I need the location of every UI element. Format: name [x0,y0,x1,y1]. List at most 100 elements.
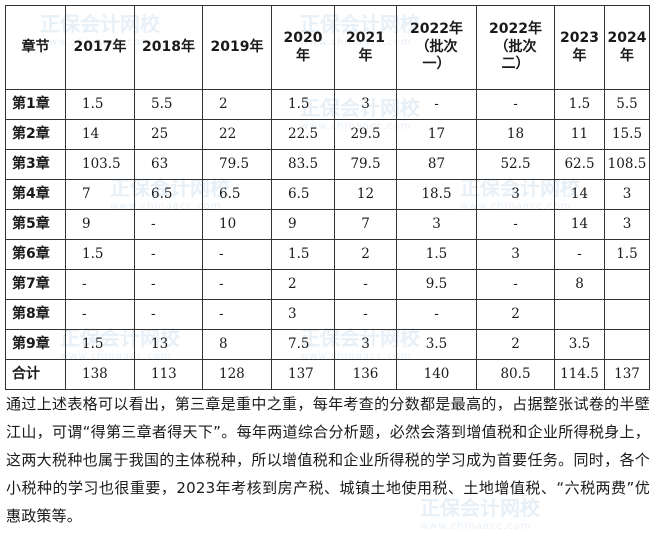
table-cell: 8 [554,269,605,300]
table-cell: - [134,209,203,240]
row-chapter-cell: 第1章 [5,89,66,120]
header-cell: 2017年 [65,5,135,90]
table-cell: 3 [396,209,477,240]
table-cell: 12 [334,179,397,210]
table-cell: 9.5 [396,269,477,300]
table-cell: 137 [604,359,650,390]
table-row: 第3章 103.5 63 79.5 83.5 79.5 87 52.5 62.5 108.5 [5,149,650,180]
table-row: 第7章 - - -2-9.5-8 [5,269,650,300]
table-cell: 3 [476,179,555,210]
table-cell: 10 [202,209,272,240]
row-chapter-cell: 第4章 [5,179,66,210]
table-cell [604,299,650,330]
table-cell: 14 [554,209,605,240]
row-chapter-cell: 第7章 [5,269,66,300]
header-row: 章节 2017年 2018年 2019年 2020 年 2021 年 2022年 （批次 一） 202… [5,5,650,90]
table-cell: 1.5 [65,329,135,360]
table-cell: 3 [334,89,397,120]
table-cell: 1.5 [271,239,335,270]
table-cell: 17 [396,119,477,150]
header-text: （批次 [494,38,537,55]
header-text: 2021 [346,30,385,46]
table-cell: 3 [476,239,555,270]
score-table: 章节 2017年 2018年 2019年 2020 年 2021 年 2022年 （批次 一） 202… [5,5,650,390]
header-cell: 2022年 （批次 一） [396,5,477,90]
header-cell: 2018年 [134,5,203,90]
table-cell: 108.5 [604,149,650,180]
table-cell: 140 [396,359,477,390]
table-cell: 14 [65,119,135,150]
analysis-paragraph: 通过上述表格可以看出，第三章是重中之重，每年考查的分数都是最高的，占据整张试卷的… [6,395,650,525]
table-row: 第9章 1.5 13 8 7.5 3 3.5 2 3.5 [5,329,650,360]
table-cell: 87 [396,149,477,180]
table-cell [604,269,650,300]
header-cell: 2019年 [202,5,272,90]
table-cell: 3 [604,209,650,240]
table-cell: 18.5 [396,179,477,210]
header-text: 2024 [607,30,647,46]
table-cell: - [134,239,203,270]
table-cell: - [202,299,272,330]
header-cell: 2024 年 [604,5,650,90]
table-cell: - [554,239,605,270]
table-cell: - [334,269,397,300]
table-cell: 5.5 [604,89,650,120]
table-cell: 113 [134,359,203,390]
table-cell: 79.5 [334,149,397,180]
table-cell: 103.5 [65,149,135,180]
header-text: 年 [620,47,634,64]
table-cell: 7 [334,209,397,240]
table-cell: 83.5 [271,149,335,180]
table-row: 第1章 1.5 5.5 2 1.5 3- -1.5 5.5 [5,89,650,120]
table-cell: 1.5 [554,89,605,120]
table-cell: 114.5 [554,359,605,390]
header-text: 年 [572,47,587,64]
table-row: 第2章 14 25 22 22.5 29.5 17 18 11 15.5 [5,119,650,150]
row-chapter-cell: 第6章 [5,239,66,270]
table-cell: 1.5 [396,239,477,270]
table-cell: 7.5 [271,329,335,360]
header-text: 二） [501,56,530,73]
table-row: 第5章 9-10 9 7 3-14 3 [5,209,650,240]
table-cell: 137 [271,359,335,390]
table-cell: - [65,269,135,300]
table-cell: 3.5 [396,329,477,360]
table-cell: 3 [271,299,335,330]
row-chapter-cell: 合计 [5,359,66,390]
table-row: 合计 138 113 128 137 136 140 80.5 114.5 137 [5,359,650,390]
table-cell: 3.5 [554,329,605,360]
table-cell: - [134,269,203,300]
header-text: 年 [358,47,373,64]
table-cell: 2 [202,89,272,120]
row-chapter-cell: 第5章 [5,209,66,240]
table-cell: 18 [476,119,555,150]
table-cell: - [334,299,397,330]
table-cell: 8 [202,329,272,360]
table-cell: 1.5 [65,89,135,120]
table-cell: - [396,299,477,330]
header-text: 2022年 [410,21,463,38]
header-text: 章节 [21,38,50,55]
table-cell: 128 [202,359,272,390]
table-cell: 63 [134,149,203,180]
table-cell: 9 [271,209,335,240]
header-cell: 2022年 （批次 二） [476,5,555,90]
table-cell: 6.5 [202,179,272,210]
table-cell: 25 [134,119,203,150]
table-cell: 5.5 [134,89,203,120]
header-text: 2018年 [142,38,195,55]
row-chapter-cell: 第2章 [5,119,66,150]
table-cell: 52.5 [476,149,555,180]
table-cell: 2 [271,269,335,300]
table-cell: 22 [202,119,272,150]
table-cell: 22.5 [271,119,335,150]
table-cell: - [202,239,272,270]
table-cell: 136 [334,359,397,390]
table-cell [604,329,650,360]
table-cell: - [134,299,203,330]
table-cell: 13 [134,329,203,360]
table-cell: 6.5 [271,179,335,210]
table-cell: 15.5 [604,119,650,150]
table-cell: 9 [65,209,135,240]
table-row: 第4章 7 6.5 6.5 6.5 12 18.5 3 14 3 [5,179,650,210]
